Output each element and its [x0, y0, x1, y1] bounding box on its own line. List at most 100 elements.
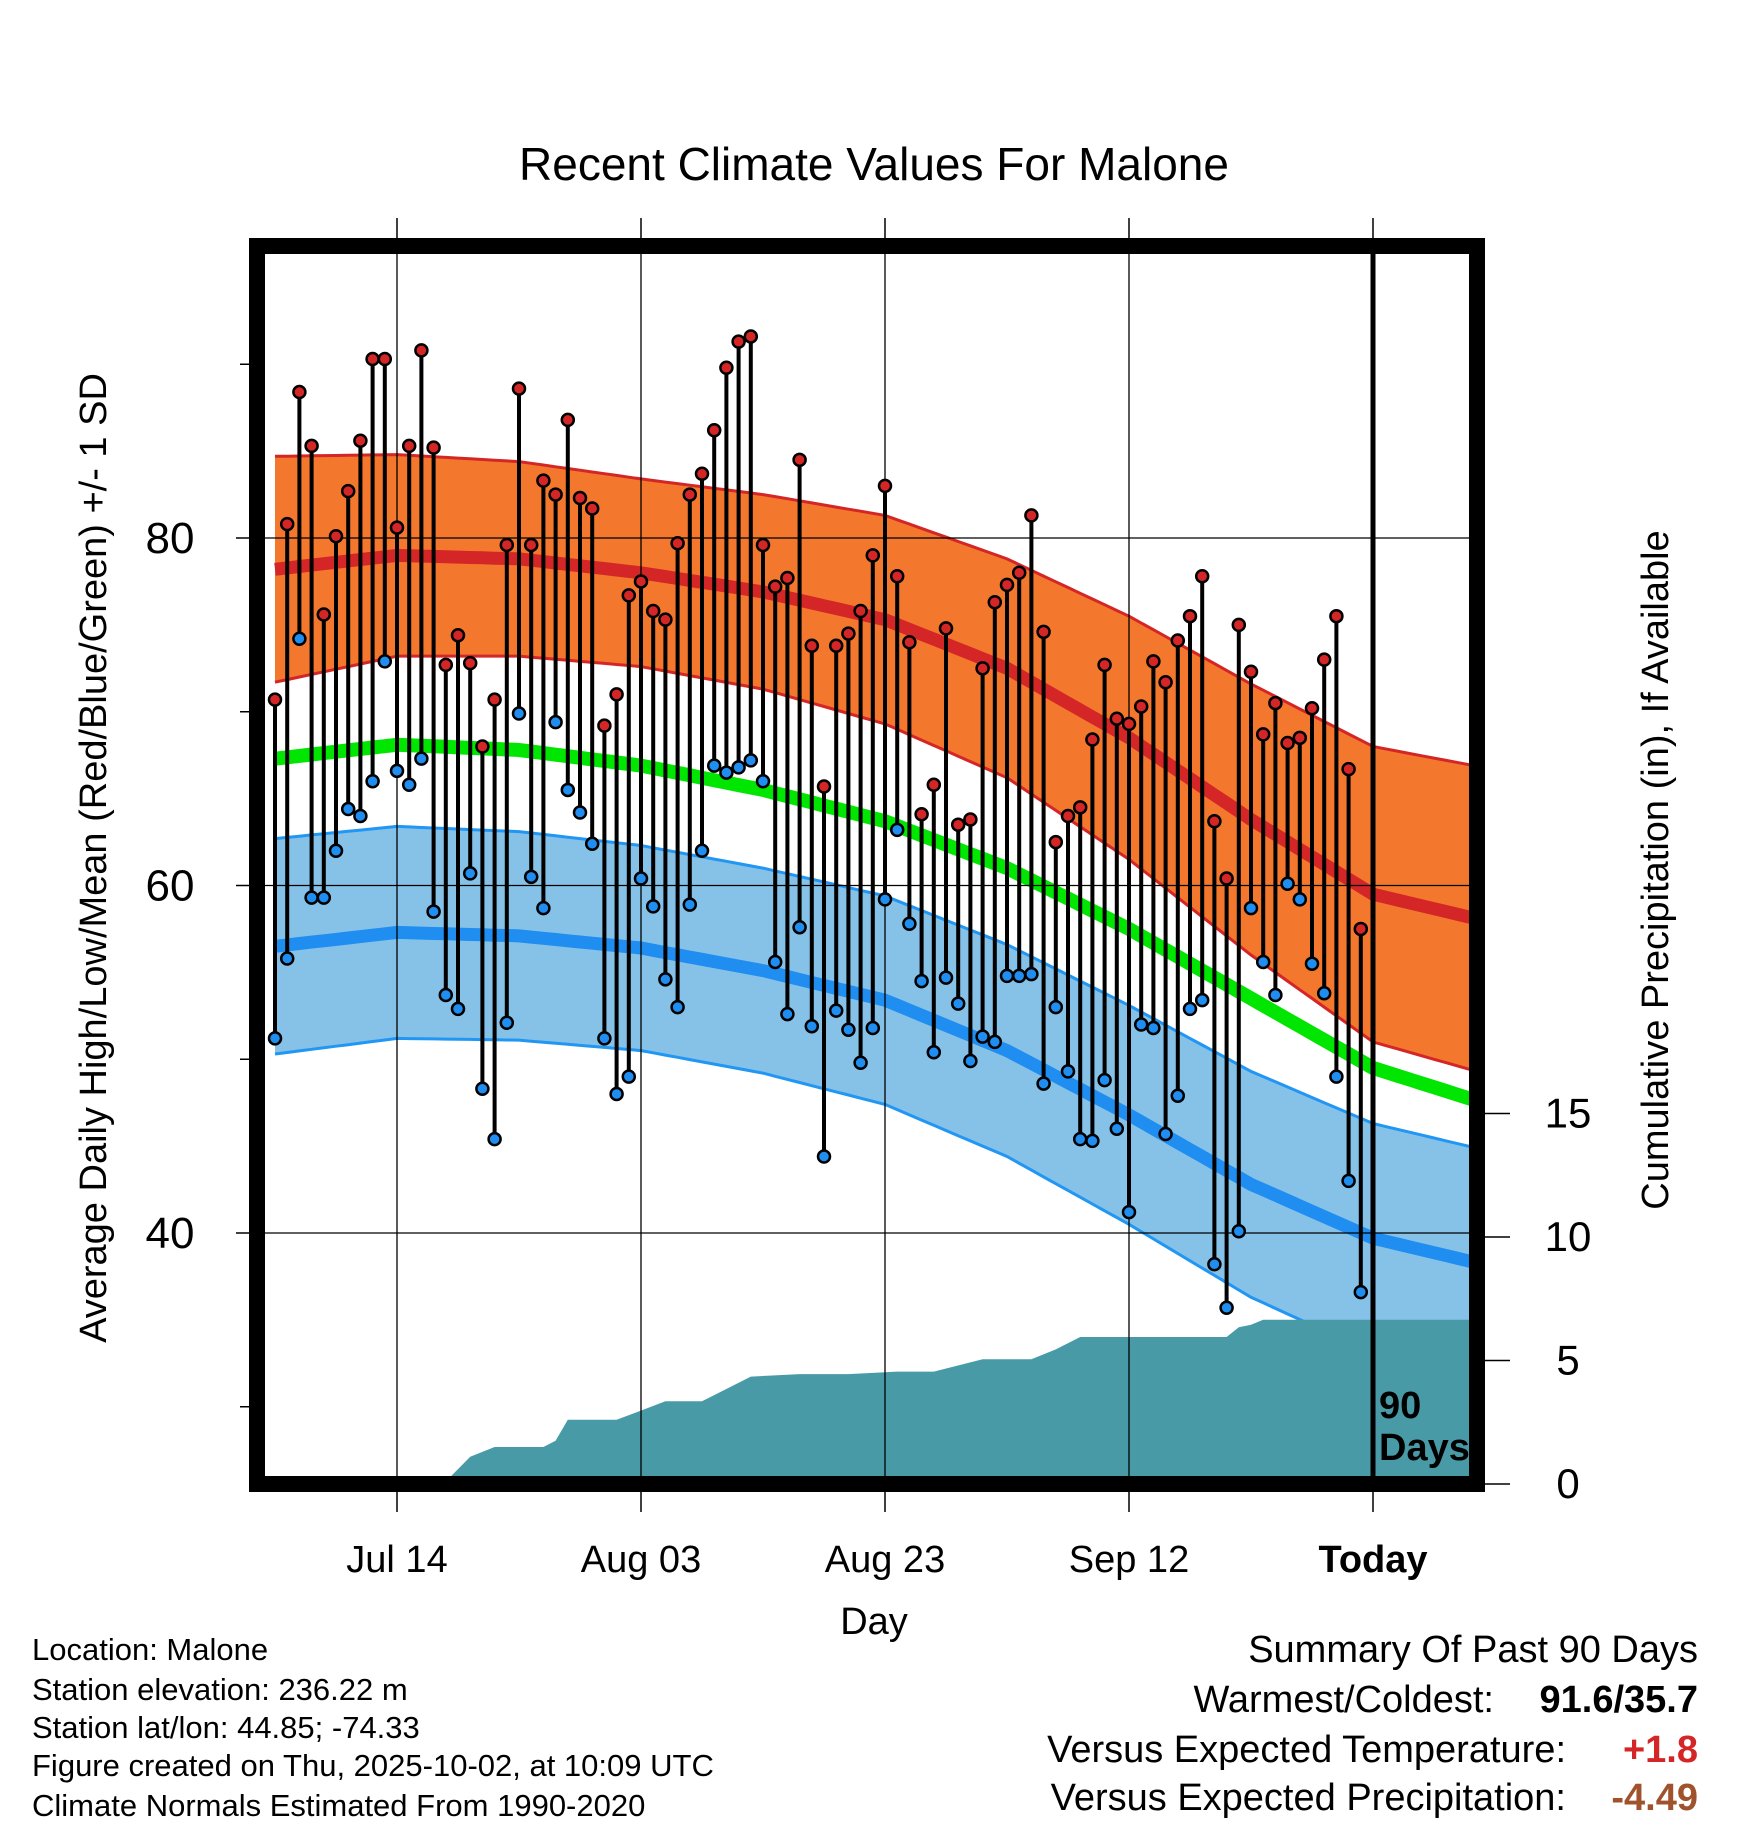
daily-high-point — [548, 487, 563, 502]
daily-high-point — [719, 360, 734, 375]
daily-low-point — [365, 774, 380, 789]
daily-low-point — [572, 805, 588, 820]
daily-low-point — [1048, 999, 1064, 1015]
daily-high-point — [597, 718, 612, 733]
daily-low-point — [523, 869, 539, 885]
daily-high-point — [377, 351, 393, 367]
daily-high-point — [267, 692, 283, 707]
plot-frame — [249, 238, 1485, 1492]
daily-high-point — [743, 329, 759, 344]
daily-high-point — [816, 779, 832, 794]
y2-tick-label: 15 — [1545, 1090, 1592, 1137]
daily-high-point — [450, 628, 466, 643]
daily-low-point — [279, 951, 295, 966]
low-band-lower-edge — [274, 1036, 1477, 1380]
daily-high-point — [755, 537, 771, 553]
daily-low-point — [743, 753, 759, 768]
daily-low-point — [804, 1018, 820, 1034]
daily-high-point — [1219, 871, 1234, 886]
summary-temp-value: +1.8 — [1623, 1729, 1698, 1771]
info-elevation: Station elevation: 236.22 m — [32, 1672, 408, 1707]
daily-low-point — [560, 782, 576, 798]
daily-high-point — [804, 638, 820, 653]
x-axis-label: Day — [840, 1601, 908, 1643]
daily-high-point — [584, 501, 600, 516]
daily-low-point — [1316, 985, 1332, 1001]
daily-low-point — [719, 765, 734, 780]
daily-low-point — [1255, 954, 1271, 970]
daily-high-point — [975, 661, 990, 676]
daily-high-point — [841, 626, 856, 641]
daily-low-point — [1036, 1076, 1051, 1091]
high-band-lower-edge — [274, 654, 1477, 1074]
daily-low-point — [1011, 968, 1027, 984]
daily-low-point — [755, 774, 771, 789]
daily-low-point — [1072, 1131, 1088, 1147]
daily-high-point — [1353, 921, 1369, 937]
daily-low-point — [658, 972, 673, 987]
daily-high-point — [938, 621, 954, 636]
daily-high-point — [987, 595, 1003, 610]
daily-low-point — [1133, 1017, 1149, 1032]
daily-high-point — [1146, 654, 1161, 669]
daily-high-point — [340, 483, 356, 499]
daily-high-point — [1097, 657, 1112, 673]
y-axis-label: Average Daily High/Low/Mean (Red/Blue/Gr… — [73, 373, 115, 1343]
daily-low-point — [1085, 1133, 1100, 1149]
daily-low-point — [706, 758, 722, 773]
daily-high-point — [328, 529, 344, 544]
daily-high-point — [963, 812, 978, 827]
daily-low-point — [1060, 1064, 1076, 1079]
daily-high-point — [1194, 568, 1210, 584]
daily-high-point — [853, 603, 868, 619]
y2-tick-label: 0 — [1556, 1460, 1579, 1507]
low-band-upper-edge — [274, 824, 1477, 1150]
y-tick-label: 40 — [146, 1209, 195, 1258]
daily-high-point — [536, 473, 551, 488]
daily-high-point — [1182, 608, 1198, 624]
summary-title: Summary Of Past 90 Days — [1248, 1629, 1698, 1671]
daily-low-point — [1182, 1001, 1198, 1017]
daily-low-point — [487, 1131, 502, 1147]
normal-high-line — [274, 548, 1477, 926]
daily-low-point — [828, 1003, 844, 1018]
daily-high-point — [1243, 664, 1259, 680]
daily-low-point — [853, 1055, 868, 1070]
summary-temp-label: Versus Expected Temperature: — [1047, 1729, 1566, 1771]
daily-low-point — [914, 973, 929, 989]
daily-low-point — [731, 760, 746, 775]
daily-low-point — [621, 1069, 637, 1084]
daily-low-point — [414, 751, 429, 766]
daily-high-point — [609, 687, 624, 702]
daily-high-point — [682, 487, 698, 502]
daily-high-point — [353, 433, 368, 448]
daily-low-point — [1194, 992, 1210, 1008]
daily-low-point — [1280, 876, 1295, 892]
daily-low-point — [389, 763, 405, 779]
daily-high-point — [1268, 695, 1283, 711]
daily-low-point — [816, 1149, 832, 1164]
daily-low-point — [584, 836, 600, 852]
daily-high-point — [511, 381, 527, 396]
daily-high-point — [706, 423, 722, 438]
daily-high-point — [889, 568, 905, 584]
daily-low-point — [841, 1022, 856, 1037]
daily-high-point — [1231, 617, 1247, 633]
daily-high-point — [572, 490, 588, 506]
y2-tick-label: 5 — [1556, 1337, 1579, 1384]
daily-low-point — [902, 916, 917, 931]
daily-high-point — [792, 452, 807, 468]
daily-low-point — [1341, 1173, 1356, 1189]
daily-high-point — [316, 607, 332, 622]
daily-high-point — [658, 612, 673, 627]
daily-low-point — [426, 904, 441, 919]
daily-high-point — [621, 588, 637, 603]
daily-low-point — [499, 1015, 515, 1031]
daily-low-point — [1231, 1224, 1247, 1239]
y2-tick-label: 10 — [1545, 1213, 1592, 1260]
daily-high-point — [1011, 565, 1027, 580]
daily-high-point — [780, 570, 795, 586]
daily-low-point — [475, 1081, 490, 1097]
daily-high-point — [1207, 813, 1222, 829]
info-created: Figure created on Thu, 2025-10-02, at 10… — [32, 1748, 714, 1783]
